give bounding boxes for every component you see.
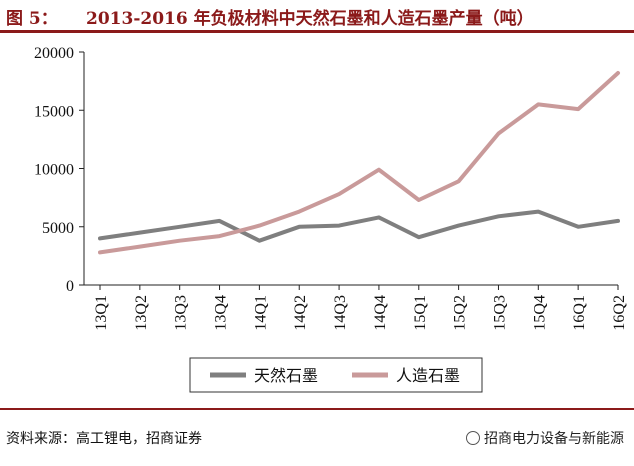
y-tick-label: 0 xyxy=(66,278,74,295)
x-tick-label: 14Q1 xyxy=(252,295,269,331)
y-tick-label: 10000 xyxy=(34,162,74,179)
footer-divider xyxy=(0,408,634,410)
x-tick-label: 16Q1 xyxy=(571,295,588,331)
x-tick-label: 13Q2 xyxy=(133,295,150,331)
legend-label: 人造石墨 xyxy=(396,366,460,385)
brand-footer: 招商电力设备与新能源 xyxy=(466,428,624,448)
x-tick-label: 15Q1 xyxy=(412,295,429,331)
series-line xyxy=(98,71,620,255)
x-tick-label: 15Q3 xyxy=(491,295,508,331)
x-tick-label: 13Q3 xyxy=(173,295,190,331)
figure-title: 2013-2016 年负极材料中天然石墨和人造石墨产量（吨） xyxy=(86,9,534,29)
x-tick-label: 14Q3 xyxy=(332,295,349,331)
line-chart: 0 5000 10000 15000 20000 13Q1 13Q2 13Q3 13Q4 14Q1… xyxy=(34,45,628,393)
wechat-icon xyxy=(466,431,480,445)
figure-label: 图 5： xyxy=(6,9,58,29)
x-tick-label: 15Q2 xyxy=(452,295,469,331)
x-tick-label: 13Q4 xyxy=(213,295,230,331)
y-tick-label: 15000 xyxy=(34,103,74,120)
x-tick-label: 14Q2 xyxy=(292,295,309,331)
x-tick-label: 15Q4 xyxy=(531,295,548,331)
y-tick-label: 5000 xyxy=(42,220,74,237)
source-note: 资料来源：高工锂电，招商证券 xyxy=(6,431,202,447)
y-tick-label: 20000 xyxy=(34,45,74,62)
x-tick-label: 16Q2 xyxy=(611,295,628,331)
series-line xyxy=(98,209,620,243)
brand-name: 招商电力设备与新能源 xyxy=(484,431,624,447)
x-tick-label: 14Q4 xyxy=(372,295,389,331)
legend-label: 天然石墨 xyxy=(254,366,318,385)
figure-title-bar: 图 5： 2013-2016 年负极材料中天然石墨和人造石墨产量（吨） xyxy=(0,0,634,33)
x-tick-label: 13Q1 xyxy=(93,295,110,331)
